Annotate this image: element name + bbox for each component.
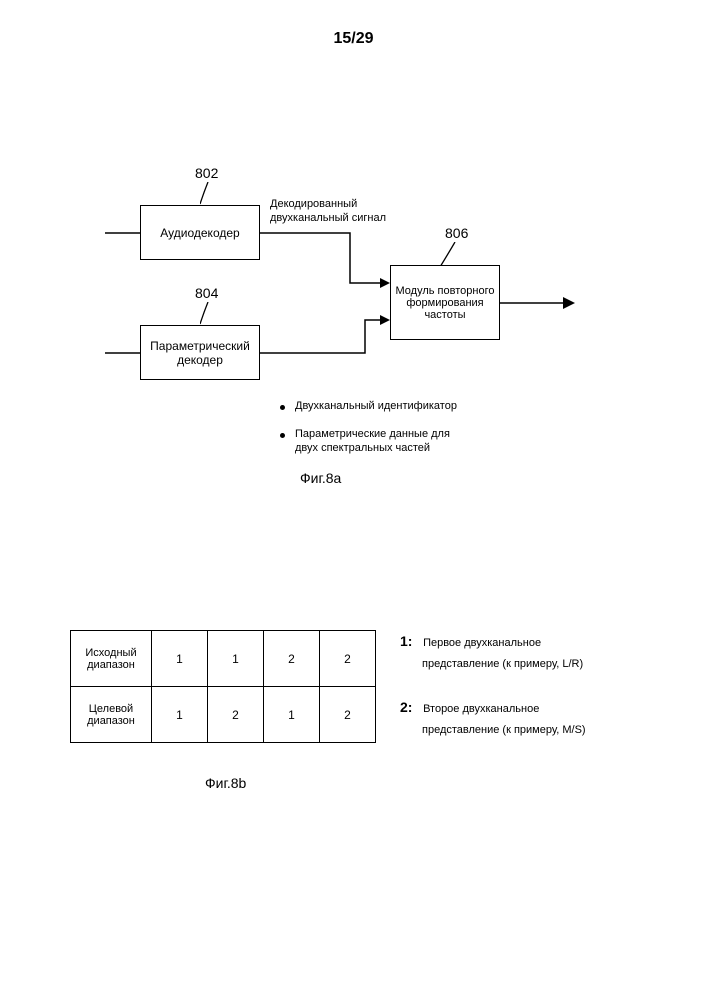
ref-804: 804	[195, 285, 218, 301]
cell: 1	[208, 631, 264, 687]
decoded-signal-l1: Декодированный	[270, 198, 357, 210]
legend-2-l1: Второе двухканальное	[423, 703, 539, 715]
bullet-2-l1: Параметрические данные для	[295, 428, 450, 440]
freq-regen-box: Модуль повторного формирования частоты	[390, 265, 500, 340]
legend-2: 2: Второе двухканальное представление (к…	[400, 698, 586, 738]
legend-2-num: 2:	[400, 698, 420, 717]
figure-8a: 802 Аудиодекодер 804 Параметрический дек…	[120, 170, 600, 500]
arrow-param-to-regen	[260, 310, 400, 360]
arrow-audio-to-regen	[260, 225, 400, 295]
fig-8b-caption: Фиг.8b	[205, 775, 246, 791]
bullet-2-l2: двух спектральных частей	[295, 442, 430, 454]
parametric-decoder-box: Параметрический декодер	[140, 325, 260, 380]
legend-2-l2: представление (к примеру, M/S)	[422, 723, 586, 738]
row2-header: Целевой диапазон	[71, 687, 152, 743]
lead-802	[200, 182, 220, 207]
table-row: Целевой диапазон 1 2 1 2	[71, 687, 376, 743]
ref-802: 802	[195, 165, 218, 181]
arrow-out	[500, 295, 580, 311]
bullet-2-icon	[280, 433, 285, 438]
cell: 2	[208, 687, 264, 743]
figure-8b: Исходный диапазон 1 1 2 2 Целевой диапаз…	[70, 620, 650, 840]
legend-1-l1: Первое двухканальное	[423, 637, 541, 649]
cell: 2	[320, 687, 376, 743]
cell: 1	[264, 687, 320, 743]
row1-header: Исходный диапазон	[71, 631, 152, 687]
line-in-param	[105, 348, 145, 358]
lead-804	[200, 302, 220, 327]
page: 15/29 802 Аудиодекодер 804 Параметрическ…	[0, 0, 707, 1000]
table-row: Исходный диапазон 1 1 2 2	[71, 631, 376, 687]
legend-1-num: 1:	[400, 632, 420, 651]
ref-806: 806	[445, 225, 468, 241]
cell: 1	[152, 631, 208, 687]
page-number: 15/29	[0, 30, 707, 48]
fig-8a-caption: Фиг.8a	[300, 470, 341, 486]
bullet-2-text: Параметрические данные для двух спектрал…	[295, 428, 450, 456]
line-in-audio	[105, 228, 145, 238]
decoded-signal-label: Декодированный двухканальный сигнал	[270, 198, 386, 226]
cell: 2	[320, 631, 376, 687]
cell: 2	[264, 631, 320, 687]
decoded-signal-l2: двухканальный сигнал	[270, 212, 386, 224]
legend-1: 1: Первое двухканальное представление (к…	[400, 632, 583, 672]
range-table: Исходный диапазон 1 1 2 2 Целевой диапаз…	[70, 630, 376, 743]
legend-1-l2: представление (к примеру, L/R)	[422, 657, 583, 672]
parametric-decoder-label: Параметрический декодер	[143, 339, 257, 367]
cell: 1	[152, 687, 208, 743]
bullet-1-text: Двухканальный идентификатор	[295, 400, 457, 414]
bullet-1-icon	[280, 405, 285, 410]
audio-decoder-box: Аудиодекодер	[140, 205, 260, 260]
